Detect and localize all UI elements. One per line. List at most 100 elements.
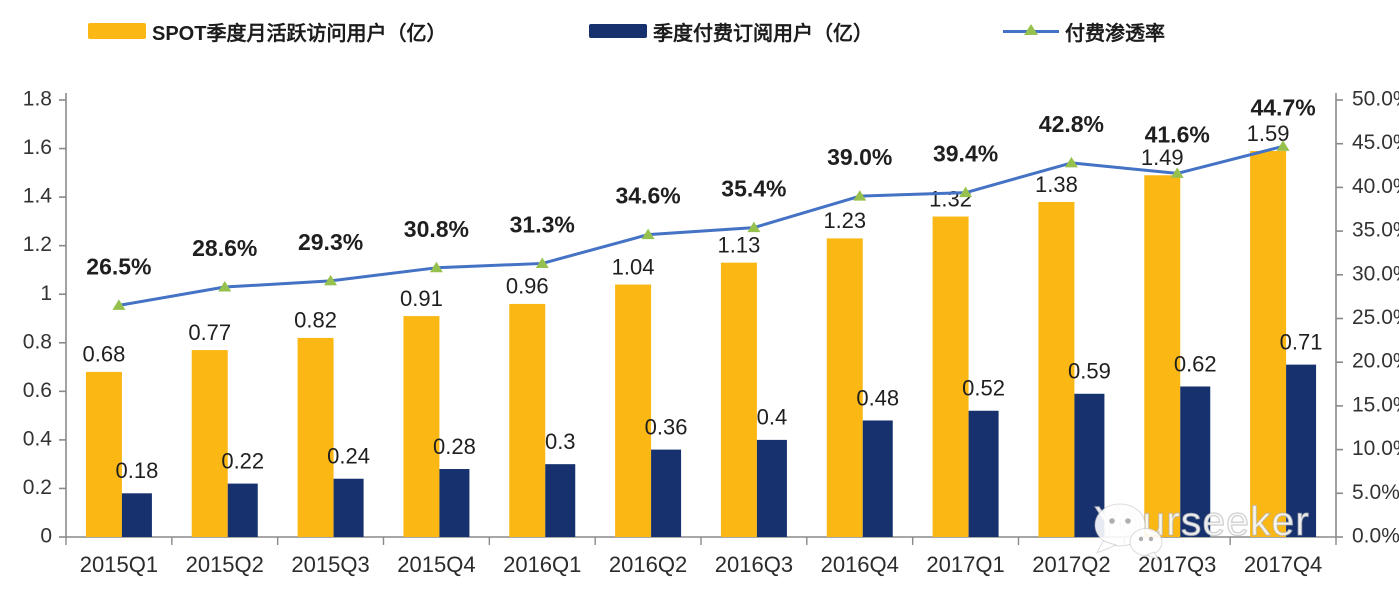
penetration-value-label: 44.7% [1250, 94, 1315, 120]
x-axis-category-label: 2016Q3 [715, 552, 793, 577]
mau-value-label: 0.77 [188, 320, 231, 345]
subs-legend-label: 季度付费订阅用户（亿） [653, 22, 873, 45]
bar-subs [1074, 393, 1105, 537]
bar-mau [297, 337, 334, 537]
mau-value-label: 1.23 [823, 208, 866, 233]
penetration-value-label: 31.3% [510, 212, 575, 238]
right-axis-tick-label: 20.0% [1352, 350, 1399, 373]
x-axis-category-label: 2015Q3 [291, 552, 369, 577]
bar-mau [509, 303, 546, 537]
x-axis-category-label: 2017Q3 [1138, 552, 1216, 577]
left-axis-tick-label: 1.8 [23, 88, 52, 111]
x-axis-category-label: 2016Q2 [609, 552, 687, 577]
right-axis-tick-label: 0.0% [1352, 525, 1399, 548]
bar-subs [1286, 364, 1317, 537]
penetration-value-label: 41.6% [1145, 121, 1210, 147]
mau-value-label: 0.68 [83, 342, 126, 367]
penetration-marker [218, 281, 232, 292]
penetration-value-label: 26.5% [86, 253, 151, 279]
penetration-marker [959, 186, 973, 198]
bar-subs [439, 469, 470, 537]
bar-subs [545, 464, 576, 537]
legend-item-mau: SPOT季度月活跃访问用户（亿） [88, 18, 447, 45]
left-axis-tick-label: 0.4 [23, 427, 53, 450]
penetration-value-label: 28.6% [192, 235, 257, 261]
bar-mau [1144, 175, 1181, 537]
x-axis-category-label: 2015Q2 [186, 552, 264, 577]
x-axis-category-label: 2017Q4 [1244, 552, 1322, 577]
penetration-value-label: 30.8% [404, 216, 469, 242]
penetration-legend-swatch [1003, 23, 1059, 39]
penetration-value-label: 34.6% [615, 183, 680, 209]
right-axis-tick-label: 35.0% [1352, 219, 1399, 242]
subs-legend-swatch [589, 24, 647, 38]
mau-value-label: 0.82 [294, 308, 337, 333]
mau-value-label: 1.49 [1141, 145, 1184, 170]
bar-mau [932, 216, 969, 538]
bar-mau [1038, 201, 1075, 537]
subs-value-label: 0.28 [433, 434, 476, 459]
right-axis-tick-label: 45.0% [1352, 131, 1399, 154]
subs-value-label: 0.48 [856, 385, 899, 410]
bar-subs [333, 478, 364, 537]
penetration-marker [641, 228, 655, 240]
right-axis-tick-label: 30.0% [1352, 262, 1399, 285]
left-axis-tick-label: 0 [40, 525, 52, 548]
penetration-marker [853, 190, 867, 201]
penetration-value-label: 29.3% [298, 229, 363, 255]
bar-mau [191, 350, 228, 537]
bar-mau [1250, 150, 1287, 537]
x-axis-category-label: 2015Q4 [397, 552, 475, 577]
bar-subs [651, 449, 682, 537]
x-axis-category-label: 2016Q4 [821, 552, 899, 577]
penetration-marker [112, 299, 126, 310]
bar-subs [121, 493, 152, 537]
bar-subs [227, 483, 258, 537]
subs-value-label: 0.24 [327, 444, 370, 469]
x-axis-category-label: 2015Q1 [80, 552, 158, 577]
left-axis-tick-label: 0.2 [23, 476, 52, 499]
right-axis-tick-label: 50.0% [1352, 88, 1399, 111]
bar-mau [403, 316, 440, 537]
legend-item-penetration: 付费渗透率 [1003, 18, 1165, 45]
mau-value-label: 1.38 [1035, 172, 1078, 197]
penetration-marker [1276, 140, 1290, 151]
left-axis-tick-label: 0.6 [23, 379, 52, 402]
x-axis-category-label: 2017Q1 [926, 552, 1004, 577]
x-axis-category-label: 2016Q1 [503, 552, 581, 577]
right-axis-tick-label: 10.0% [1352, 437, 1399, 460]
right-axis-tick-label: 25.0% [1352, 306, 1399, 329]
penetration-marker [429, 261, 443, 273]
penetration-value-label: 39.0% [827, 144, 892, 170]
penetration-legend-label: 付费渗透率 [1065, 22, 1165, 45]
penetration-line [118, 144, 1284, 307]
mau-value-label: 1.13 [718, 232, 761, 257]
subs-value-label: 0.62 [1174, 351, 1217, 376]
penetration-value-label: 35.4% [721, 176, 786, 202]
right-axis-tick-label: 15.0% [1352, 393, 1399, 416]
left-axis-tick-label: 1 [40, 282, 52, 305]
right-axis-tick-label: 5.0% [1352, 481, 1399, 504]
mau-legend-label: SPOT季度月活跃访问用户（亿） [152, 22, 447, 45]
subs-value-label: 0.4 [757, 405, 788, 430]
subs-value-label: 0.18 [116, 458, 159, 483]
bar-subs [1180, 386, 1211, 537]
left-axis-tick-label: 0.8 [23, 330, 52, 353]
bar-mau [826, 238, 863, 537]
subs-value-label: 0.59 [1068, 359, 1111, 384]
x-axis-category-label: 2017Q2 [1032, 552, 1110, 577]
mau-legend-swatch [88, 23, 146, 39]
left-axis-tick-label: 1.2 [23, 233, 52, 256]
penetration-marker [324, 274, 338, 286]
mau-value-label: 1.04 [612, 254, 655, 279]
bar-mau [85, 371, 122, 537]
left-axis-tick-label: 1.4 [23, 185, 53, 208]
legend-item-subs: 季度付费订阅用户（亿） [589, 18, 873, 45]
subs-value-label: 0.3 [545, 429, 576, 454]
penetration-value-label: 42.8% [1039, 111, 1104, 137]
bar-subs [756, 439, 787, 537]
bar-mau [720, 262, 757, 537]
subs-value-label: 0.36 [645, 414, 688, 439]
